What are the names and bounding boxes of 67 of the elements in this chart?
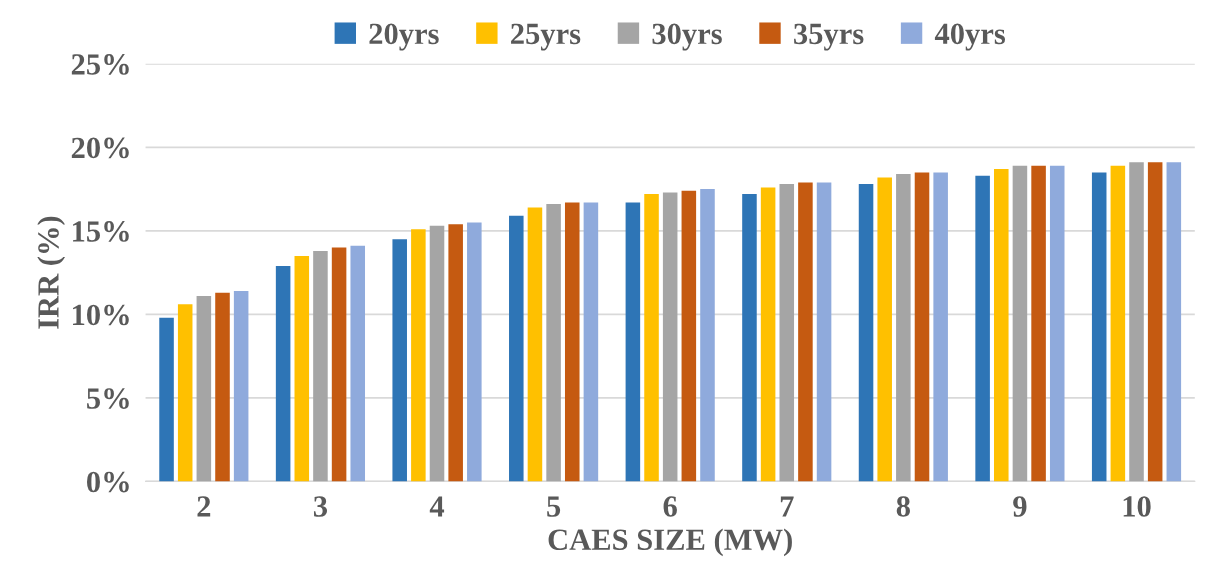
bar [1012, 165, 1028, 482]
x-tick-label: 4 [429, 496, 445, 517]
bar [411, 229, 426, 482]
y-tick-label: 25% [71, 54, 129, 75]
bar [350, 245, 366, 482]
bar [294, 255, 310, 482]
x-tick-label: 7 [780, 496, 794, 517]
bar [448, 224, 463, 482]
y-tick-label: 20% [71, 137, 129, 159]
bar [177, 304, 193, 482]
bar [625, 202, 641, 482]
bar [1147, 162, 1163, 482]
bar [798, 182, 813, 482]
x-tick-label: 8 [896, 496, 910, 517]
bar [275, 265, 291, 482]
bar [877, 177, 892, 482]
bar [583, 202, 599, 482]
bar [233, 290, 249, 482]
bar [215, 292, 230, 482]
bar [975, 175, 990, 482]
bar [1166, 162, 1182, 482]
y-axis-title: IRR (%) [37, 216, 65, 329]
x-tick-label: 5 [547, 496, 561, 517]
x-tick-label: 2 [197, 496, 211, 517]
bar [779, 184, 795, 482]
x-tick-label: 3 [313, 496, 328, 517]
bar [644, 194, 659, 482]
bar [313, 250, 328, 482]
bar [816, 182, 832, 482]
bar [564, 202, 580, 482]
y-tick-label: 15% [73, 221, 129, 242]
legend-label: 30yrs [652, 23, 722, 51]
legend-label: 40yrs [934, 23, 1006, 51]
bar [196, 295, 212, 482]
bar [1129, 162, 1144, 482]
bar [994, 169, 1009, 482]
bar [1091, 172, 1107, 482]
bar [509, 215, 524, 482]
bar [467, 222, 482, 482]
x-tick-label: 6 [663, 496, 677, 517]
bar [742, 194, 757, 482]
legend-label: 25yrs [511, 23, 581, 51]
y-tick-label: 10% [73, 304, 129, 326]
bar [546, 204, 561, 482]
bar [331, 247, 347, 482]
legend-label: 35yrs [794, 23, 864, 51]
x-tick-label: 10 [1123, 496, 1151, 517]
bar [858, 184, 874, 482]
bar [760, 187, 776, 482]
bar [392, 239, 407, 482]
bar [662, 192, 678, 482]
bar [914, 172, 930, 482]
bar [527, 207, 543, 482]
legend-label: 20yrs [369, 23, 439, 51]
y-tick-label: 0% [87, 471, 129, 493]
bar [429, 225, 445, 482]
bar [681, 190, 697, 482]
bar [159, 317, 174, 482]
bar [1110, 165, 1126, 482]
bar [933, 172, 948, 482]
y-tick-label: 5% [87, 388, 129, 409]
x-tick-label: 9 [1013, 496, 1027, 517]
bar [1031, 165, 1046, 482]
bar [700, 189, 715, 482]
bar [896, 174, 911, 482]
x-axis-title: CAES SIZE (MW) [548, 528, 792, 557]
bar [1049, 165, 1065, 482]
